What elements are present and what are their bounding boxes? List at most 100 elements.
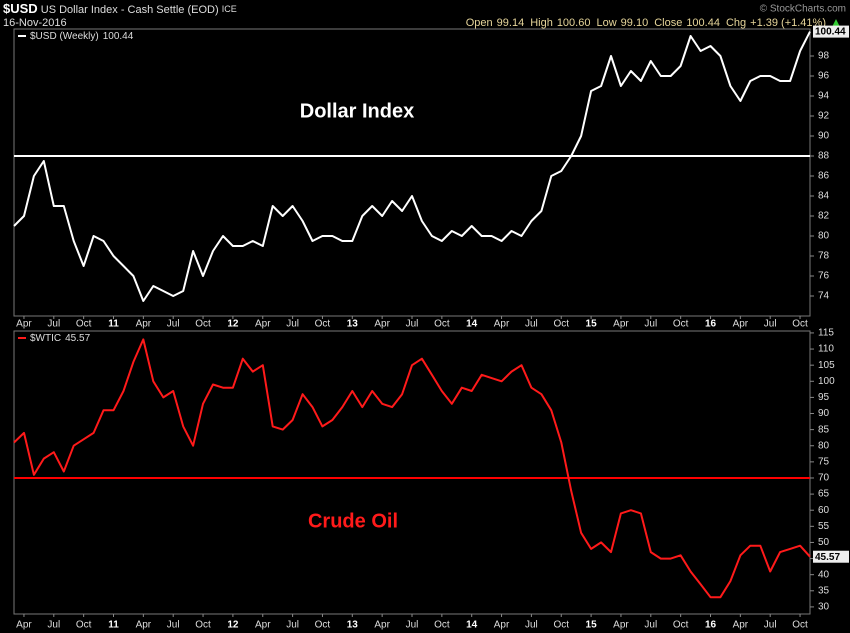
last-value-label: 45.57: [815, 552, 840, 563]
x-tick-label: Jul: [525, 319, 538, 330]
y-tick-label: 60: [818, 505, 830, 516]
y-tick-label: 78: [818, 251, 830, 262]
last-value-tag: [813, 25, 849, 38]
x-tick-label: Jul: [167, 319, 180, 330]
x-tick-label: 11: [108, 620, 119, 631]
y-tick-label: 76: [818, 271, 830, 282]
y-tick-label: 94: [818, 91, 830, 102]
x-tick-label: 14: [466, 319, 478, 330]
x-tick-label: Apr: [136, 620, 152, 631]
y-tick-label: 95: [818, 392, 830, 403]
x-tick-label: Apr: [494, 319, 510, 330]
x-tick-label: Oct: [76, 319, 92, 330]
legend-entry: $WTIC 45.57: [30, 333, 91, 344]
header-date: 16-Nov-2016: [3, 17, 67, 29]
x-tick-label: Oct: [434, 620, 450, 631]
x-tick-label: Oct: [315, 319, 331, 330]
y-tick-label: 88: [818, 151, 830, 162]
quote-label: High: [530, 17, 553, 29]
y-tick-label: 65: [818, 489, 830, 500]
legend-name: $WTIC: [30, 333, 61, 344]
x-tick-label: Apr: [16, 319, 32, 330]
y-tick-label: 90: [818, 131, 830, 142]
x-tick-label: Apr: [255, 620, 271, 631]
x-tick-label: Jul: [644, 620, 657, 631]
y-tick-label: 70: [818, 473, 830, 484]
x-tick-label: 12: [227, 319, 239, 330]
x-tick-label: Apr: [374, 620, 390, 631]
quote-label: Open: [466, 17, 493, 29]
quote-value: 100.60: [557, 17, 591, 29]
y-tick-label: 86: [818, 171, 830, 182]
exchange: ICE: [222, 4, 237, 14]
x-tick-label: Oct: [792, 319, 808, 330]
legend-entry: $USD (Weekly) 100.44: [30, 31, 134, 42]
annotation: Dollar Index: [300, 100, 414, 122]
y-tick-label: 105: [818, 360, 835, 371]
y-tick-label: 82: [818, 211, 830, 222]
x-tick-label: Jul: [286, 620, 299, 631]
y-tick-label: 30: [818, 602, 830, 613]
x-tick-label: 14: [466, 620, 478, 631]
y-tick-label: 110: [818, 344, 834, 355]
annotation: Crude Oil: [308, 510, 398, 532]
x-tick-label: 16: [705, 319, 717, 330]
x-tick-label: 15: [586, 319, 598, 330]
copyright: © StockCharts.com: [760, 4, 846, 15]
quote-value: 99.14: [497, 17, 525, 29]
x-tick-label: Apr: [255, 319, 271, 330]
x-tick-label: Oct: [195, 620, 211, 631]
x-tick-label: Jul: [47, 319, 60, 330]
up-arrow: [832, 19, 840, 27]
x-tick-label: 13: [347, 620, 359, 631]
x-tick-label: 12: [227, 620, 239, 631]
x-tick-label: Oct: [553, 620, 569, 631]
quote-label: Chg: [726, 17, 746, 29]
x-tick-label: Apr: [374, 319, 390, 330]
x-tick-label: 16: [705, 620, 717, 631]
x-tick-label: Jul: [644, 319, 657, 330]
x-tick-label: Oct: [195, 319, 211, 330]
instrument-name: US Dollar Index - Cash Settle (EOD): [41, 4, 219, 16]
x-tick-label: Jul: [525, 620, 538, 631]
x-tick-label: Jul: [286, 319, 299, 330]
x-tick-label: Apr: [16, 620, 32, 631]
legend-name: $USD (Weekly): [30, 31, 99, 42]
last-value-label: 100.44: [815, 27, 846, 38]
x-tick-label: Apr: [613, 319, 629, 330]
last-value-tag: [813, 550, 849, 563]
x-tick-label: Jul: [406, 620, 419, 631]
y-tick-label: 96: [818, 71, 830, 82]
quote-value: 100.44: [686, 17, 720, 29]
y-tick-label: 75: [818, 457, 830, 468]
y-tick-label: 80: [818, 231, 830, 242]
x-tick-label: Jul: [406, 319, 419, 330]
series-line: [13, 31, 811, 302]
symbol: $USD: [3, 1, 38, 16]
x-tick-label: Apr: [613, 620, 629, 631]
y-tick-label: 80: [818, 440, 830, 451]
x-tick-label: Apr: [494, 620, 510, 631]
x-tick-label: 13: [347, 319, 359, 330]
y-tick-label: 84: [818, 191, 830, 202]
y-tick-label: 98: [818, 51, 830, 62]
x-tick-label: 15: [586, 620, 598, 631]
x-tick-label: Apr: [733, 620, 749, 631]
quote-value: +1.39 (+1.41%): [750, 17, 826, 29]
y-tick-label: 55: [818, 521, 830, 532]
y-tick-label: 90: [818, 408, 830, 419]
quote-label: Close: [654, 17, 682, 29]
x-tick-label: Jul: [764, 319, 777, 330]
legend-value: 45.57: [65, 333, 90, 344]
quote-label: Low: [596, 17, 616, 29]
y-tick-label: 92: [818, 111, 830, 122]
y-tick-label: 74: [818, 291, 830, 302]
y-tick-label: 35: [818, 585, 830, 596]
y-tick-label: 100: [818, 376, 835, 387]
y-tick-label: 85: [818, 424, 830, 435]
y-tick-label: 50: [818, 537, 830, 548]
series-line: [13, 338, 811, 599]
x-tick-label: Oct: [434, 319, 450, 330]
